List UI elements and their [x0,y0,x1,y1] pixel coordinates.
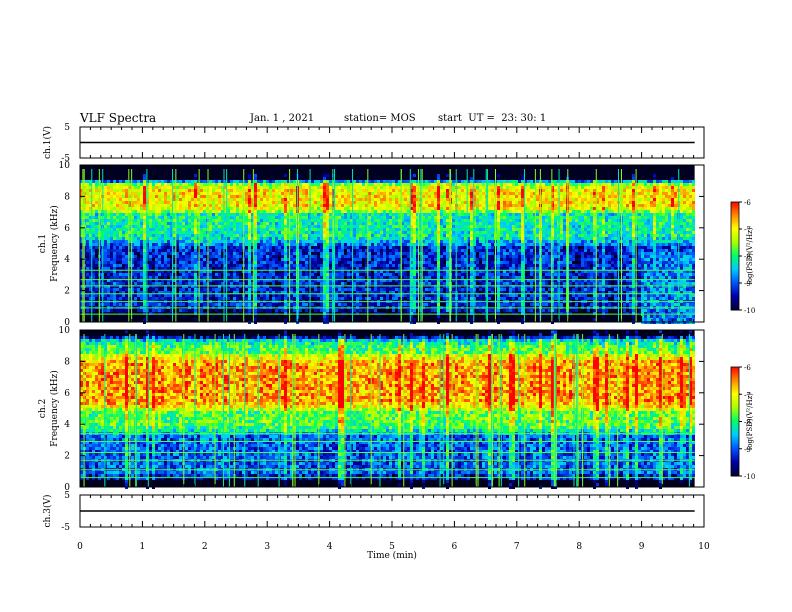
start-time-label: start UT = 23: 30: 1 [438,113,547,124]
y-tick-label: -5 [61,154,70,164]
x-tick-label: 1 [140,542,146,552]
colorbar-tick-label: -8 [744,253,751,261]
x-tick-label: 6 [452,542,458,552]
colorbar-label: log(PSD)(V²/Hz) [746,393,754,450]
y-axis-channel-label: ch.2 [38,399,48,418]
y-tick-label: -5 [61,523,70,533]
colorbar-tick-label: -7 [744,226,751,234]
date-label: Jan. 1 , 2021 [250,113,315,124]
colorbar-tick-label: -10 [744,473,755,481]
y-tick-label: 2 [64,452,70,462]
y-axis-label: ch.3(V) [42,495,53,528]
x-tick-label: 2 [202,542,208,552]
y-axis-label: ch.1(V) [42,126,53,159]
colorbar-tick-label: -7 [744,391,751,399]
x-axis-label: Time (min) [367,550,417,561]
y-tick-label: 6 [64,389,70,399]
colorbar-tick-label: -9 [744,446,751,454]
y-tick-label: 8 [64,192,70,202]
y-axis-channel-label: ch.1 [38,234,48,253]
colorbar-tick-label: -8 [744,419,751,427]
colorbar-tick-label: -6 [744,199,751,207]
x-tick-label: 5 [389,542,395,552]
y-tick-label: 0 [64,483,70,493]
spectrogram-cells [80,330,695,489]
x-tick-label: 0 [77,542,83,552]
x-tick-label: 7 [514,542,520,552]
y-tick-label: 4 [64,420,70,430]
y-tick-label: 5 [64,491,70,501]
x-tick-label: 4 [327,542,333,552]
colorbar-tick-label: -9 [744,280,751,288]
station-label: station= MOS [344,113,416,124]
x-tick-label: 9 [639,542,645,552]
y-tick-label: 8 [64,357,70,367]
x-tick-label: 10 [698,542,710,552]
y-tick-label: 4 [64,255,70,265]
y-tick-label: 10 [59,326,71,336]
y-tick-label: 6 [64,224,70,234]
y-axis-label: Frequency (kHz) [49,370,60,447]
y-tick-label: 2 [64,287,70,297]
colorbar-tick-label: -6 [744,364,751,372]
colorbar-tick-label: -10 [744,307,755,315]
figure-title: VLF Spectra [80,111,157,125]
colorbar [731,202,739,311]
y-axis-label: Frequency (kHz) [49,205,60,282]
y-tick-label: 5 [64,123,70,133]
y-tick-label: 0 [64,318,70,328]
colorbar-label: log(PSD)(V²/Hz) [746,227,754,284]
x-tick-label: 8 [576,542,582,552]
colorbar [731,367,739,477]
y-tick-label: 10 [59,161,71,171]
x-tick-label: 3 [264,542,270,552]
